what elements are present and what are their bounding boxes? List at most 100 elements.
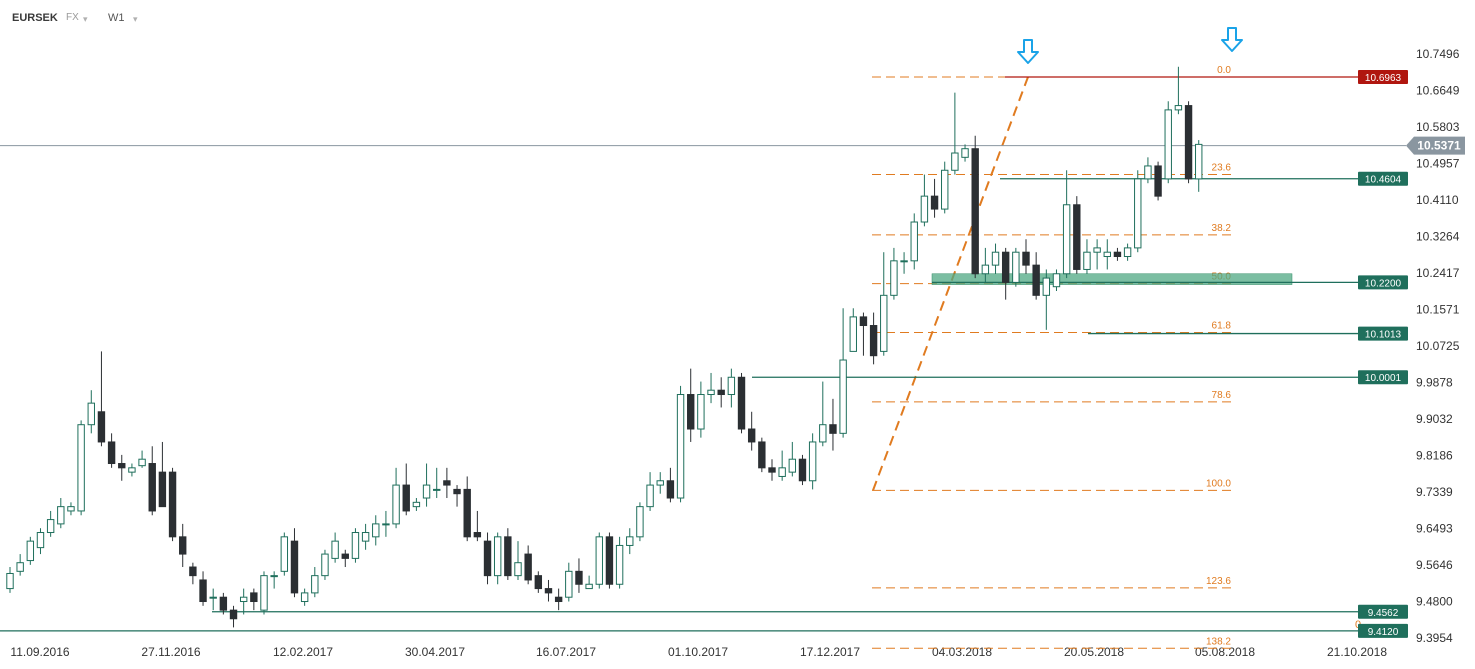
bullish-candle bbox=[1052, 273, 1061, 288]
resistance-price-tag-bg bbox=[1358, 69, 1408, 84]
bullish-candle bbox=[260, 575, 268, 611]
fib-level-label: 100.0 bbox=[1206, 478, 1231, 489]
y-tick-label: 9.3954 bbox=[1416, 631, 1453, 645]
bearish-candle bbox=[250, 592, 258, 603]
bullish-candle bbox=[1134, 178, 1142, 249]
instrument-type-selector[interactable]: FX bbox=[66, 12, 79, 23]
bullish-candle bbox=[514, 562, 522, 577]
support-price-tag-bg bbox=[1358, 370, 1408, 385]
bearish-candle bbox=[107, 441, 116, 465]
timeframe-selector[interactable]: W1 bbox=[108, 12, 125, 24]
bearish-candle bbox=[1154, 165, 1162, 197]
bullish-candle bbox=[46, 519, 55, 534]
fib-level-label: 138.2 bbox=[1206, 636, 1231, 647]
x-tick-label: 30.04.2017 bbox=[405, 645, 465, 659]
bullish-candle bbox=[646, 484, 654, 508]
y-tick-label: 9.9878 bbox=[1416, 376, 1453, 390]
bearish-candle bbox=[199, 579, 207, 603]
resistance-price-tag: 10.6963 bbox=[1358, 69, 1408, 84]
fib-level-label: 123.6 bbox=[1206, 576, 1231, 587]
chevron-down-icon[interactable]: ▾ bbox=[133, 14, 138, 24]
y-tick-label: 9.4800 bbox=[1416, 595, 1453, 609]
bearish-candle bbox=[1022, 251, 1030, 266]
bullish-candle bbox=[372, 523, 380, 538]
bullish-candle bbox=[697, 394, 705, 430]
bullish-candle bbox=[1195, 143, 1203, 180]
bullish-candle bbox=[270, 575, 278, 578]
bullish-candle bbox=[280, 536, 289, 572]
bearish-candle bbox=[737, 376, 746, 430]
bullish-candle bbox=[819, 424, 827, 443]
y-tick-label: 9.6493 bbox=[1416, 522, 1453, 536]
bearish-candle bbox=[179, 536, 187, 555]
bearish-candle bbox=[189, 566, 197, 577]
bullish-candle bbox=[493, 536, 502, 577]
support-price-tag-text: 10.4604 bbox=[1365, 175, 1402, 186]
support-price-tag-text: 10.0001 bbox=[1365, 373, 1402, 384]
support-price-tag-bg bbox=[1358, 623, 1408, 638]
down-arrow-icon bbox=[1221, 27, 1243, 52]
bearish-candle bbox=[798, 458, 807, 482]
chart-toolbar: EURSEK FX ▾ W1 ▾ bbox=[0, 0, 600, 36]
symbol-label[interactable]: EURSEK bbox=[12, 12, 58, 24]
bearish-candle bbox=[544, 588, 553, 594]
bullish-candle bbox=[1144, 165, 1152, 180]
bearish-candle bbox=[859, 316, 868, 327]
bullish-candle bbox=[300, 592, 309, 603]
x-tick-label: 04.03.2018 bbox=[932, 645, 992, 659]
bullish-candle bbox=[910, 221, 918, 262]
support-price-tag-text: 10.1013 bbox=[1365, 330, 1402, 341]
bullish-candle bbox=[1123, 247, 1132, 258]
bullish-candle bbox=[57, 506, 65, 525]
support-price-tag: 9.4562 bbox=[1358, 604, 1408, 619]
bearish-candle bbox=[687, 394, 695, 430]
bullish-candle bbox=[16, 562, 24, 572]
down-arrow-icon bbox=[1017, 39, 1039, 64]
horizontal-levels bbox=[0, 76, 1406, 632]
fib-level-label: 0.0 bbox=[1217, 65, 1231, 76]
bullish-candle bbox=[626, 536, 634, 546]
y-tick-label: 10.6649 bbox=[1416, 84, 1460, 98]
y-tick-label: 10.4957 bbox=[1416, 156, 1460, 170]
bearish-candle bbox=[869, 325, 878, 357]
support-price-tag-bg bbox=[1358, 326, 1408, 341]
bearish-candle bbox=[463, 488, 471, 538]
chevron-down-icon[interactable]: ▾ bbox=[83, 14, 88, 24]
bullish-candle bbox=[656, 480, 664, 486]
bullish-candle bbox=[880, 294, 888, 352]
bullish-candle bbox=[36, 532, 45, 549]
bearish-candle bbox=[473, 532, 482, 538]
bullish-candle bbox=[1083, 251, 1091, 270]
bullish-candle bbox=[981, 264, 990, 275]
bullish-candle bbox=[941, 169, 949, 210]
bullish-candle bbox=[209, 596, 217, 599]
current-price-tag: 10.5371 bbox=[1406, 136, 1465, 155]
x-tick-label: 17.12.2017 bbox=[800, 645, 860, 659]
bullish-candle bbox=[331, 540, 339, 559]
bearish-candle bbox=[158, 471, 167, 508]
bullish-candle bbox=[920, 195, 929, 223]
bearish-candle bbox=[97, 411, 106, 443]
x-tick-label: 21.10.2018 bbox=[1327, 645, 1387, 659]
bullish-candle bbox=[839, 359, 847, 434]
bullish-candle bbox=[412, 501, 421, 508]
y-tick-label: 10.4110 bbox=[1416, 193, 1459, 207]
support-price-tag-bg bbox=[1358, 275, 1408, 290]
fib-trend-line bbox=[872, 76, 1029, 491]
bullish-candle bbox=[128, 467, 136, 473]
bearish-candle bbox=[483, 540, 492, 577]
support-price-tag-bg bbox=[1358, 171, 1408, 186]
resistance-price-tag-text: 10.6963 bbox=[1365, 73, 1402, 84]
bearish-candle bbox=[524, 553, 532, 581]
x-tick-label: 01.10.2017 bbox=[668, 645, 728, 659]
support-price-tag-text: 9.4120 bbox=[1368, 627, 1399, 638]
y-tick-label: 9.5646 bbox=[1416, 558, 1453, 572]
bullish-candle bbox=[433, 488, 441, 491]
bearish-candle bbox=[1001, 251, 1010, 283]
bearish-candle bbox=[605, 536, 614, 585]
bullish-candle bbox=[1042, 277, 1051, 296]
bullish-candle bbox=[900, 260, 908, 263]
bearish-candle bbox=[402, 484, 410, 512]
